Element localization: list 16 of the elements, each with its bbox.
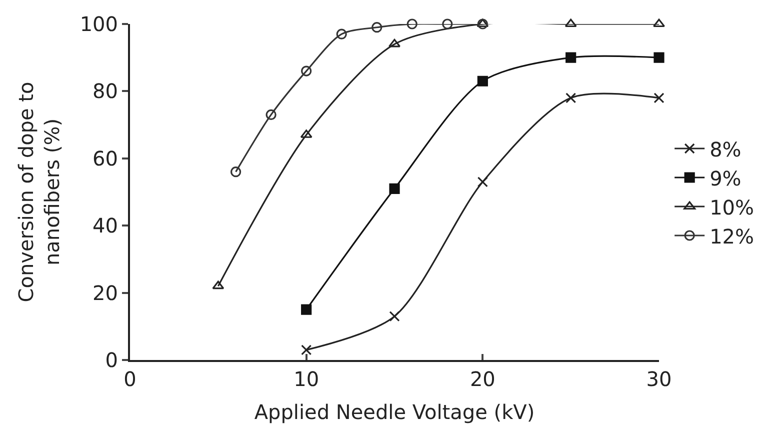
legend-label: 12%	[710, 224, 754, 248]
y-tick-label: 40	[92, 214, 118, 238]
x-tick-label: 10	[294, 367, 320, 391]
legend-label: 8%	[710, 137, 742, 162]
y-tick-label: 0	[105, 348, 118, 372]
x-tick-label: 30	[646, 367, 672, 391]
y-axis-title: Conversion of dope to nanofibers (%)	[14, 82, 64, 302]
y-tick-label: 100	[80, 12, 118, 36]
legend-label: 9%	[710, 166, 742, 190]
legend-label: 10%	[710, 195, 754, 220]
x-tick-label: 0	[124, 367, 136, 391]
y-tick-label: 20	[92, 280, 118, 305]
x-tick-label: 20	[470, 367, 496, 391]
x-axis-title: Applied Needle Voltage (kV)	[254, 400, 535, 424]
y-tick-label: 80	[92, 79, 118, 104]
y-tick-label: 60	[92, 146, 118, 170]
